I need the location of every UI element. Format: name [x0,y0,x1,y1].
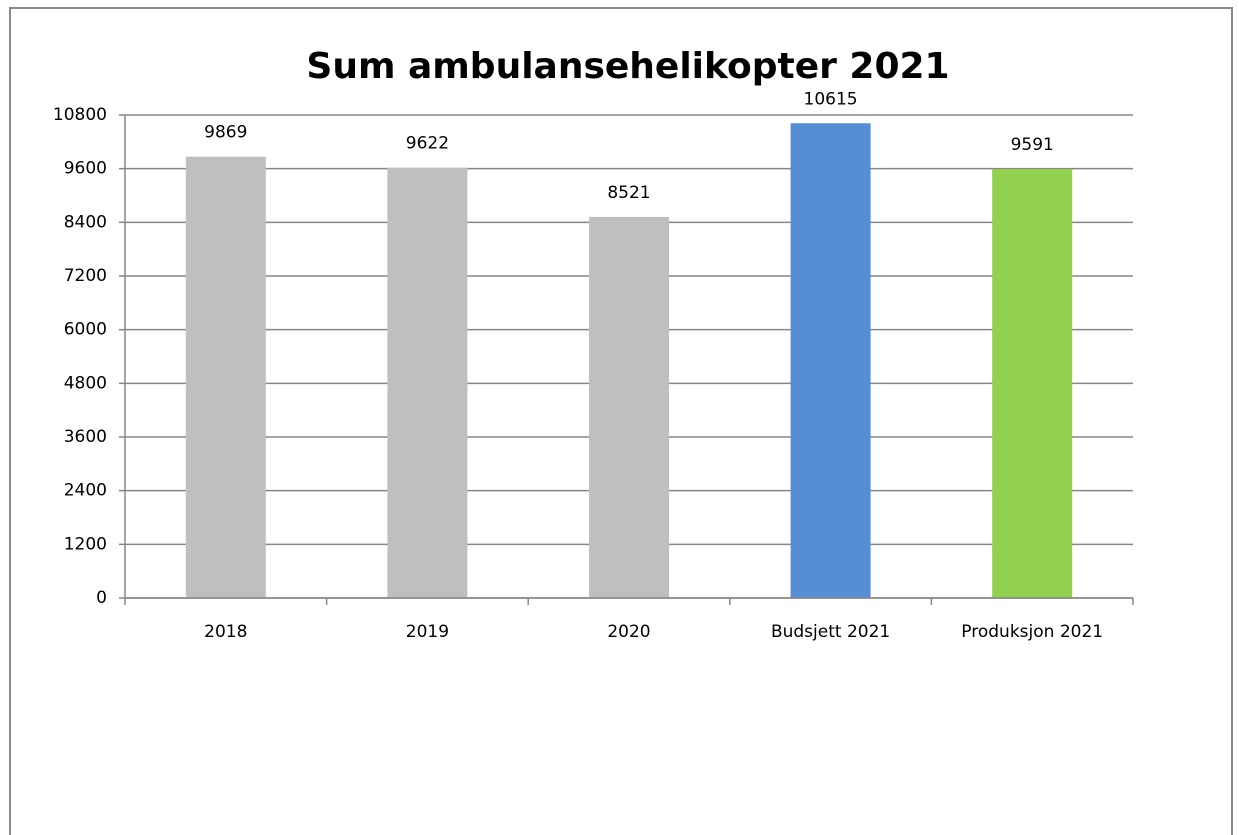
y-tick-label: 2400 [64,481,107,501]
y-tick-label: 3600 [64,427,107,447]
x-tick-label: 2019 [406,622,449,642]
x-tick-label: 2020 [607,622,650,642]
value-label: 8521 [607,183,650,203]
y-tick-label: 8400 [64,212,107,232]
bar [589,216,669,599]
x-tick-label: Budsjett 2021 [771,622,890,642]
y-tick-label: 10800 [53,105,107,125]
chart-title: Sum ambulansehelikopter 2021 [306,46,949,87]
bar [387,167,468,598]
x-tick-label: Produksjon 2021 [961,622,1103,642]
value-label: 9869 [204,123,247,143]
y-tick-label: 0 [96,588,107,608]
value-label: 9622 [406,134,449,154]
bar [185,156,266,598]
y-tick-label: 7200 [64,266,107,286]
y-tick-label: 6000 [64,320,107,340]
y-tick-label: 4800 [64,373,107,393]
bar [992,169,1073,599]
value-label: 9591 [1011,135,1054,155]
value-label: 10615 [804,89,858,109]
y-tick-label: 1200 [64,534,107,554]
x-tick-label: 2018 [204,622,247,642]
bar [790,123,871,598]
y-tick-label: 9600 [64,159,107,179]
